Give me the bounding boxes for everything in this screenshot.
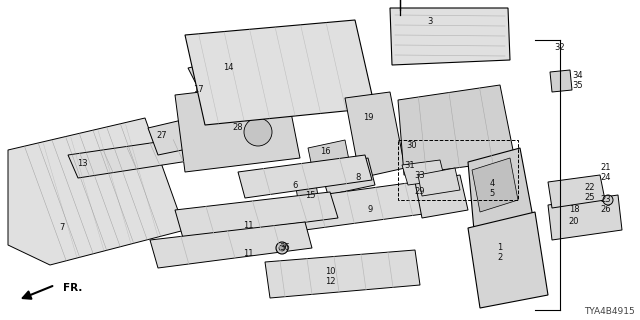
Polygon shape — [548, 195, 622, 240]
Text: 14: 14 — [223, 63, 233, 73]
Polygon shape — [548, 175, 605, 208]
Polygon shape — [390, 8, 510, 65]
Text: 27: 27 — [157, 131, 167, 140]
Polygon shape — [175, 82, 300, 172]
Text: 32: 32 — [555, 44, 565, 52]
Text: 4: 4 — [490, 179, 495, 188]
Circle shape — [276, 242, 288, 254]
Text: 31: 31 — [404, 161, 415, 170]
Polygon shape — [550, 70, 572, 92]
Text: 19: 19 — [363, 114, 373, 123]
Polygon shape — [68, 138, 195, 178]
Polygon shape — [345, 92, 405, 178]
Text: 26: 26 — [601, 205, 611, 214]
Text: 24: 24 — [601, 173, 611, 182]
Polygon shape — [298, 180, 438, 230]
Text: 13: 13 — [77, 158, 87, 167]
Text: 6: 6 — [292, 180, 298, 189]
Polygon shape — [468, 212, 548, 308]
Polygon shape — [188, 52, 280, 115]
Text: 20: 20 — [569, 218, 579, 227]
Text: 17: 17 — [193, 85, 204, 94]
Text: TYA4B4915: TYA4B4915 — [584, 308, 635, 316]
Text: FR.: FR. — [63, 283, 83, 293]
Text: 12: 12 — [324, 277, 335, 286]
Circle shape — [244, 118, 272, 146]
Text: 36: 36 — [280, 244, 291, 252]
Circle shape — [603, 195, 613, 205]
Polygon shape — [238, 155, 372, 198]
Text: 30: 30 — [406, 140, 417, 149]
Polygon shape — [320, 158, 375, 195]
Text: 33: 33 — [415, 171, 426, 180]
Polygon shape — [472, 158, 518, 212]
Text: 8: 8 — [355, 173, 361, 182]
Text: 7: 7 — [60, 222, 65, 231]
Text: 11: 11 — [243, 220, 253, 229]
Polygon shape — [415, 175, 468, 218]
Polygon shape — [402, 160, 445, 185]
Text: 18: 18 — [569, 205, 579, 214]
Polygon shape — [8, 118, 185, 265]
Text: 3: 3 — [428, 18, 433, 27]
Text: 22: 22 — [585, 183, 595, 193]
Text: 16: 16 — [320, 148, 330, 156]
Polygon shape — [150, 222, 312, 268]
Text: 1: 1 — [497, 244, 502, 252]
Text: 28: 28 — [233, 124, 243, 132]
Polygon shape — [265, 250, 420, 298]
Text: 11: 11 — [243, 249, 253, 258]
Text: 10: 10 — [324, 268, 335, 276]
Text: 34: 34 — [573, 70, 583, 79]
Text: 2: 2 — [497, 253, 502, 262]
Text: 25: 25 — [585, 194, 595, 203]
Polygon shape — [175, 192, 338, 238]
Text: 5: 5 — [490, 188, 495, 197]
Polygon shape — [418, 168, 460, 196]
Text: 35: 35 — [573, 81, 583, 90]
Polygon shape — [200, 62, 250, 98]
Text: 15: 15 — [305, 190, 316, 199]
Polygon shape — [468, 148, 535, 242]
Polygon shape — [185, 20, 375, 125]
Text: 9: 9 — [367, 205, 372, 214]
Text: 21: 21 — [601, 164, 611, 172]
Polygon shape — [148, 120, 192, 155]
Polygon shape — [308, 140, 352, 182]
Polygon shape — [398, 85, 515, 175]
Text: 23: 23 — [601, 196, 611, 204]
Text: 29: 29 — [415, 188, 425, 196]
Polygon shape — [295, 178, 318, 200]
Circle shape — [279, 245, 285, 251]
